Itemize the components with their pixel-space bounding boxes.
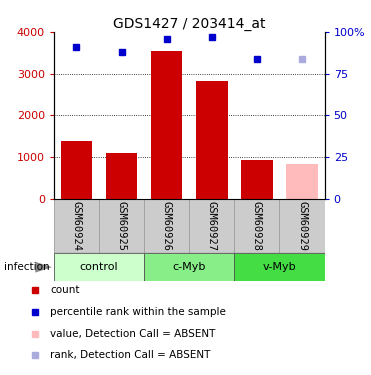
Text: GSM60928: GSM60928 — [252, 201, 262, 252]
Bar — [54, 253, 144, 281]
Bar — [106, 153, 137, 199]
Text: c-Myb: c-Myb — [173, 262, 206, 272]
Text: control: control — [80, 262, 118, 272]
Bar — [99, 199, 144, 253]
Bar — [54, 199, 99, 253]
Bar — [241, 160, 273, 199]
Bar — [234, 199, 279, 253]
Bar — [189, 199, 234, 253]
Text: GSM60926: GSM60926 — [162, 201, 172, 252]
Text: GSM60929: GSM60929 — [297, 201, 307, 252]
Bar — [279, 199, 325, 253]
Bar — [196, 81, 227, 199]
Text: infection: infection — [4, 262, 49, 272]
Bar — [286, 164, 318, 199]
Text: GSM60925: GSM60925 — [116, 201, 127, 252]
Bar — [60, 141, 92, 199]
Text: GSM60927: GSM60927 — [207, 201, 217, 252]
Bar — [144, 199, 189, 253]
Text: count: count — [50, 285, 80, 296]
Bar — [151, 51, 183, 199]
Text: percentile rank within the sample: percentile rank within the sample — [50, 307, 226, 317]
Text: rank, Detection Call = ABSENT: rank, Detection Call = ABSENT — [50, 350, 210, 360]
Bar — [234, 253, 325, 281]
Title: GDS1427 / 203414_at: GDS1427 / 203414_at — [113, 17, 266, 31]
Text: GSM60924: GSM60924 — [71, 201, 81, 252]
Text: v-Myb: v-Myb — [263, 262, 296, 272]
Bar — [144, 253, 234, 281]
Text: value, Detection Call = ABSENT: value, Detection Call = ABSENT — [50, 328, 216, 339]
Polygon shape — [35, 262, 52, 273]
